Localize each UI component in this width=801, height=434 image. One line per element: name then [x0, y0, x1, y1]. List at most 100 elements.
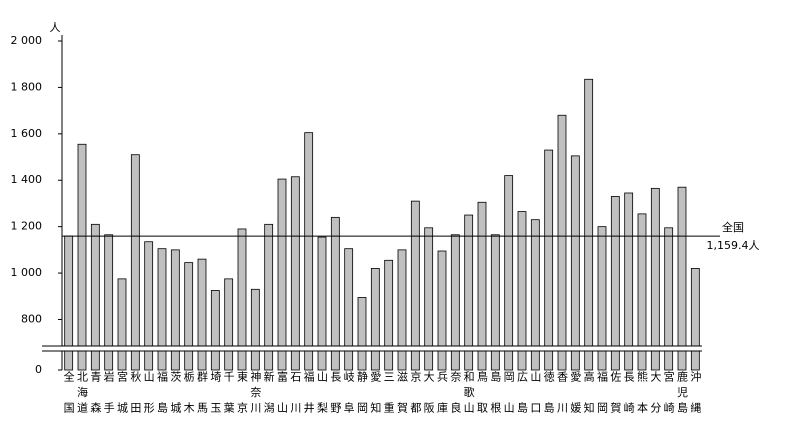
x-tick-label: 埼玉	[208, 371, 222, 413]
x-tick-label: 大分	[648, 371, 662, 413]
x-tick-label: 滋賀	[395, 371, 409, 413]
x-tick-label: 群馬	[195, 371, 209, 413]
bar	[290, 176, 300, 371]
x-tick-label: 愛知	[368, 371, 382, 413]
x-tick-label: 宮崎	[662, 371, 676, 413]
x-tick-label: 全国	[62, 371, 76, 413]
bar	[224, 278, 234, 371]
x-tick-label: 福岡	[595, 371, 609, 413]
x-tick-label: 富山	[275, 371, 289, 413]
bar	[397, 249, 407, 371]
bar	[304, 132, 314, 371]
x-tick-label: 大阪	[422, 371, 436, 413]
bar	[464, 214, 474, 371]
x-tick-label: 千葉	[222, 371, 236, 413]
x-tick-label: 茨城	[168, 371, 182, 413]
x-tick-label: 東京	[235, 371, 249, 413]
bar	[424, 227, 434, 371]
bar	[237, 228, 247, 371]
bar	[544, 149, 554, 371]
bar	[610, 196, 620, 371]
bar	[370, 268, 380, 371]
x-tick-label: 山梨	[315, 371, 329, 413]
bar	[557, 114, 567, 371]
x-tick-label: 福井	[302, 371, 316, 413]
x-tick-label: 高知	[582, 371, 596, 413]
bar	[77, 143, 87, 371]
y-tick-label: 1 600	[11, 127, 43, 140]
x-tick-label: 山形	[142, 371, 156, 413]
x-tick-label: 長崎	[622, 371, 636, 413]
bar	[344, 248, 354, 371]
bar	[264, 223, 274, 371]
bar	[384, 259, 394, 371]
x-tick-label: 秋田	[128, 371, 142, 413]
x-tick-label: 愛媛	[568, 371, 582, 413]
y-tick-label: 1 800	[11, 80, 43, 93]
x-tick-label: 岡山	[502, 371, 516, 413]
y-tick-label: 1 400	[11, 173, 43, 186]
x-tick-label: 佐賀	[608, 371, 622, 413]
x-tick-label: 宮城	[115, 371, 129, 413]
x-tick-label: 岐阜	[342, 371, 356, 413]
y-tick-label: 1 000	[11, 266, 43, 279]
bar	[437, 250, 447, 371]
axis-break	[42, 346, 703, 351]
bar	[677, 186, 687, 371]
bar	[184, 262, 194, 371]
x-tick-label: 広島	[515, 371, 529, 413]
reference-value-label: 1,159.4人	[707, 239, 760, 252]
bar	[664, 227, 674, 371]
x-tick-label: 岩手	[102, 371, 116, 413]
bar	[584, 78, 594, 371]
bar	[277, 178, 287, 371]
x-tick-label: 兵庫	[435, 371, 449, 413]
x-tick-label: 徳島	[542, 371, 556, 413]
bar	[530, 219, 540, 371]
x-tick-label: 沖縄	[688, 371, 702, 413]
y-tick-label: 2 000	[11, 34, 43, 47]
bar	[330, 216, 340, 371]
x-tick-label: 北海道	[75, 371, 89, 413]
bar	[170, 249, 180, 371]
x-tick-label: 神奈川	[248, 371, 262, 413]
x-tick-label: 長野	[328, 371, 342, 413]
bar	[157, 248, 167, 371]
y-tick-label: 800	[21, 312, 42, 325]
x-tick-label: 熊本	[635, 371, 649, 413]
x-tick-label: 和歌山	[462, 371, 476, 413]
bar	[144, 241, 154, 371]
x-tick-label: 栃木	[182, 371, 196, 413]
x-tick-label: 静岡	[355, 371, 369, 413]
bar	[637, 213, 647, 371]
x-tick-label: 島根	[488, 371, 502, 413]
x-tick-label: 山口	[528, 371, 542, 413]
x-tick-label: 鳥取	[475, 371, 489, 413]
bar	[90, 223, 100, 371]
bar	[104, 234, 114, 371]
y-tick-label: 0	[35, 363, 42, 376]
bar	[690, 268, 700, 371]
bar	[210, 290, 220, 371]
x-tick-label: 三重	[382, 371, 396, 413]
x-tick-label: 京都	[408, 371, 422, 413]
x-tick-label: 福島	[155, 371, 169, 413]
x-tick-label: 石川	[288, 371, 302, 413]
bar	[650, 187, 660, 371]
bar	[317, 236, 327, 371]
bar	[490, 234, 500, 371]
bar	[250, 288, 260, 371]
bar	[517, 211, 527, 371]
bar	[410, 200, 420, 371]
x-tick-label: 鹿児島	[675, 371, 689, 413]
x-tick-label: 青森	[88, 371, 102, 413]
x-tick-label: 新潟	[262, 371, 276, 413]
unit-label: 人	[50, 21, 61, 34]
bar	[624, 192, 634, 371]
bar	[504, 175, 514, 371]
bar	[197, 258, 207, 371]
bar	[597, 226, 607, 371]
bar	[117, 278, 127, 371]
